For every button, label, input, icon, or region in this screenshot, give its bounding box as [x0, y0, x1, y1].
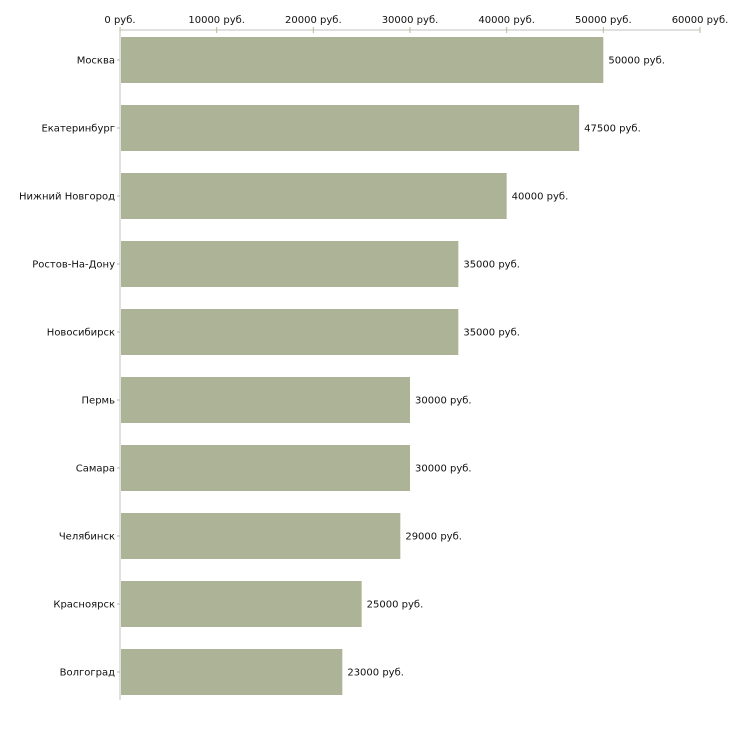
- value-label: 35000 руб.: [463, 260, 520, 271]
- value-label: 29000 руб.: [405, 532, 462, 543]
- category-label: Екатеринбург: [41, 124, 115, 135]
- x-tick-label: 20000 руб.: [285, 15, 342, 26]
- value-label: 23000 руб.: [347, 668, 404, 679]
- x-tick-label: 0 руб.: [104, 15, 135, 26]
- x-tick-label: 60000 руб.: [672, 15, 729, 26]
- bar: [121, 445, 410, 491]
- value-label: 30000 руб.: [415, 464, 472, 475]
- value-label: 30000 руб.: [415, 396, 472, 407]
- bar: [121, 309, 459, 355]
- category-label: Красноярск: [53, 600, 115, 611]
- category-label: Москва: [77, 56, 115, 67]
- value-label: 25000 руб.: [367, 600, 424, 611]
- x-tick-label: 40000 руб.: [478, 15, 535, 26]
- bar: [121, 581, 362, 627]
- bar: [121, 105, 580, 151]
- category-label: Пермь: [82, 396, 116, 407]
- bar: [121, 513, 401, 559]
- category-label: Самара: [76, 464, 115, 475]
- value-label: 50000 руб.: [608, 56, 665, 67]
- bar: [121, 173, 507, 219]
- bar: [121, 377, 410, 423]
- value-label: 40000 руб.: [512, 192, 569, 203]
- category-label: Нижний Новгород: [19, 192, 115, 203]
- bar: [121, 649, 343, 695]
- bar: [121, 241, 459, 287]
- category-label: Ростов-На-Дону: [32, 260, 115, 271]
- x-tick-label: 30000 руб.: [382, 15, 439, 26]
- bar: [121, 37, 604, 83]
- category-label: Новосибирск: [47, 328, 115, 339]
- x-tick-label: 10000 руб.: [188, 15, 245, 26]
- value-label: 47500 руб.: [584, 124, 641, 135]
- x-tick-label: 50000 руб.: [575, 15, 632, 26]
- category-label: Волгоград: [60, 668, 115, 679]
- category-label: Челябинск: [59, 532, 115, 543]
- value-label: 35000 руб.: [463, 328, 520, 339]
